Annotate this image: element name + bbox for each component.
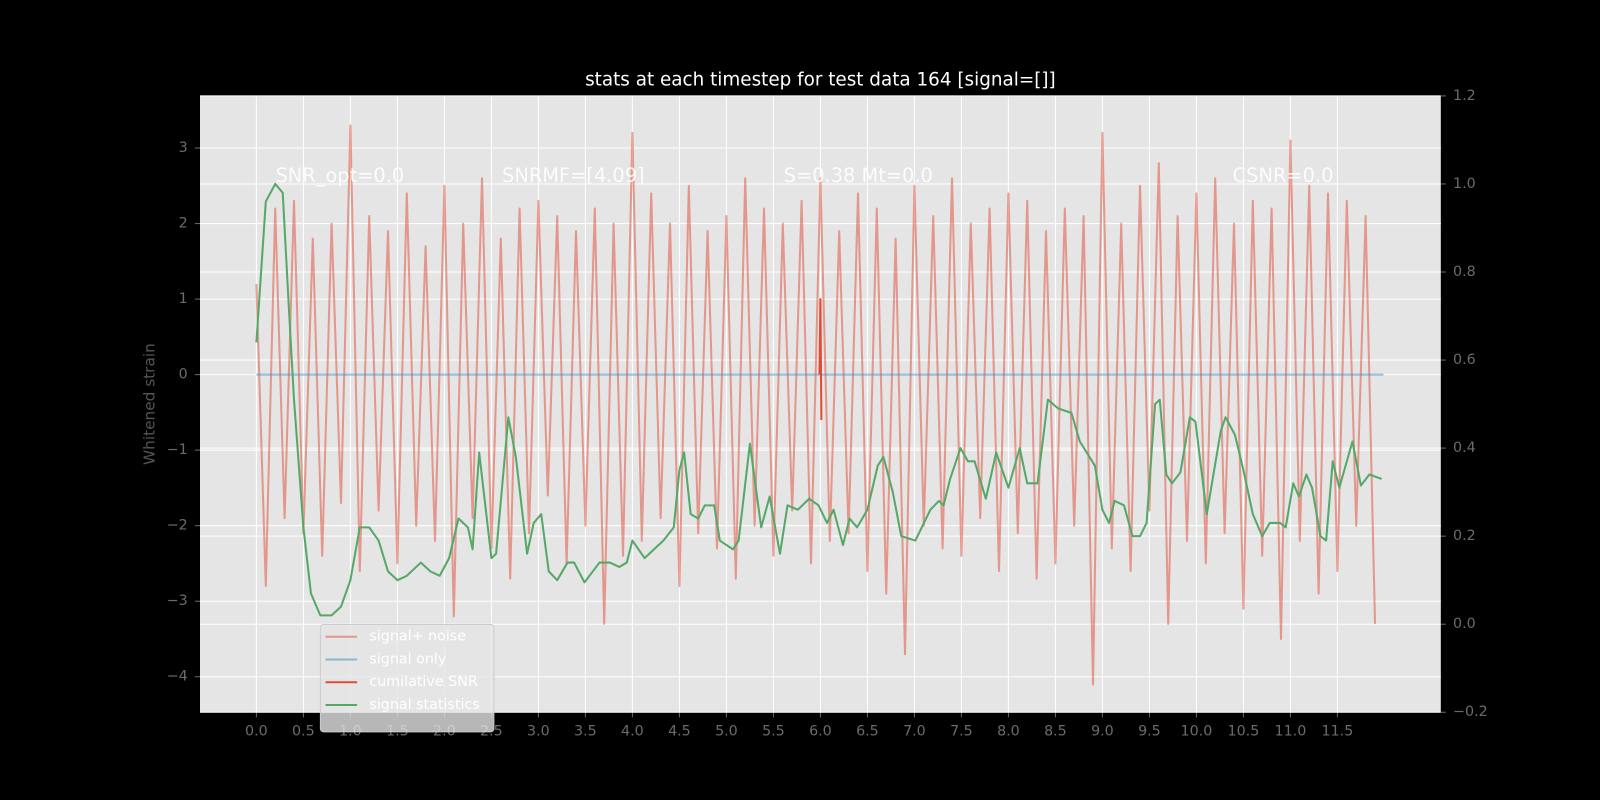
x-tick-label: 8.0 bbox=[997, 724, 1020, 740]
x-tick-label: 0.5 bbox=[292, 724, 315, 740]
x-tick-label: 10.0 bbox=[1181, 724, 1213, 740]
legend-label: cumilative SNR bbox=[369, 674, 477, 690]
y-tick-label: 1 bbox=[179, 291, 188, 307]
x-tick-label: 11.0 bbox=[1275, 724, 1307, 740]
y2-tick-label: 0.8 bbox=[1453, 264, 1476, 280]
x-tick-label: 0.0 bbox=[245, 724, 268, 740]
x-tick-label: 4.0 bbox=[621, 724, 644, 740]
x-tick-label: 11.5 bbox=[1322, 724, 1354, 740]
x-tick-label: 6.0 bbox=[809, 724, 832, 740]
x-tick-label: 7.0 bbox=[903, 724, 926, 740]
y2-tick-label: 0.4 bbox=[1453, 440, 1476, 456]
y-tick-label: 0 bbox=[179, 367, 188, 383]
chart-title: stats at each timestep for test data 164… bbox=[585, 70, 1056, 91]
series-line bbox=[818, 298, 823, 420]
y-tick-label: −4 bbox=[167, 669, 188, 685]
annotation: CSNR=0.0 bbox=[1233, 164, 1334, 187]
y2-tick-label: 0.2 bbox=[1453, 528, 1476, 544]
y2-tick-label: 0.0 bbox=[1453, 616, 1476, 632]
y-tick-label: −2 bbox=[167, 518, 188, 534]
x-tick-label: 3.0 bbox=[527, 724, 550, 740]
y-axis-label: Whitened strain bbox=[141, 343, 159, 465]
annotation: SNRMF=[4.09] bbox=[502, 164, 645, 187]
legend-label: signal only bbox=[369, 651, 446, 667]
y2-tick-label: 1.2 bbox=[1453, 88, 1476, 104]
x-tick-label: 5.0 bbox=[715, 724, 738, 740]
x-tick-label: 7.5 bbox=[950, 724, 973, 740]
legend-label: signal statistics bbox=[369, 697, 479, 713]
y2-tick-label: 0.6 bbox=[1453, 352, 1476, 368]
x-tick-label: 3.5 bbox=[574, 724, 597, 740]
x-tick-label: 9.0 bbox=[1091, 724, 1114, 740]
x-tick-label: 6.5 bbox=[856, 724, 879, 740]
x-tick-label: 9.5 bbox=[1138, 724, 1161, 740]
x-tick-label: 8.5 bbox=[1044, 724, 1067, 740]
x-tick-label: 4.5 bbox=[668, 724, 691, 740]
series-line bbox=[255, 182, 1382, 617]
y2-tick-label: 1.0 bbox=[1453, 176, 1476, 192]
y-tick-label: −1 bbox=[167, 442, 188, 458]
series-line bbox=[255, 124, 1377, 686]
y-tick-label: 3 bbox=[179, 140, 188, 156]
x-tick-label: 10.5 bbox=[1228, 724, 1260, 740]
y-tick-label: 2 bbox=[179, 216, 188, 232]
annotation: S=0.38 Mt=0.0 bbox=[784, 164, 933, 187]
annotation: SNR_opt=0.0 bbox=[276, 164, 405, 187]
y2-tick-label: −0.2 bbox=[1453, 704, 1488, 720]
x-tick-label: 5.5 bbox=[762, 724, 785, 740]
y-tick-label: −3 bbox=[167, 593, 188, 609]
legend-box bbox=[319, 623, 495, 733]
legend-label: signal+ noise bbox=[369, 629, 466, 645]
